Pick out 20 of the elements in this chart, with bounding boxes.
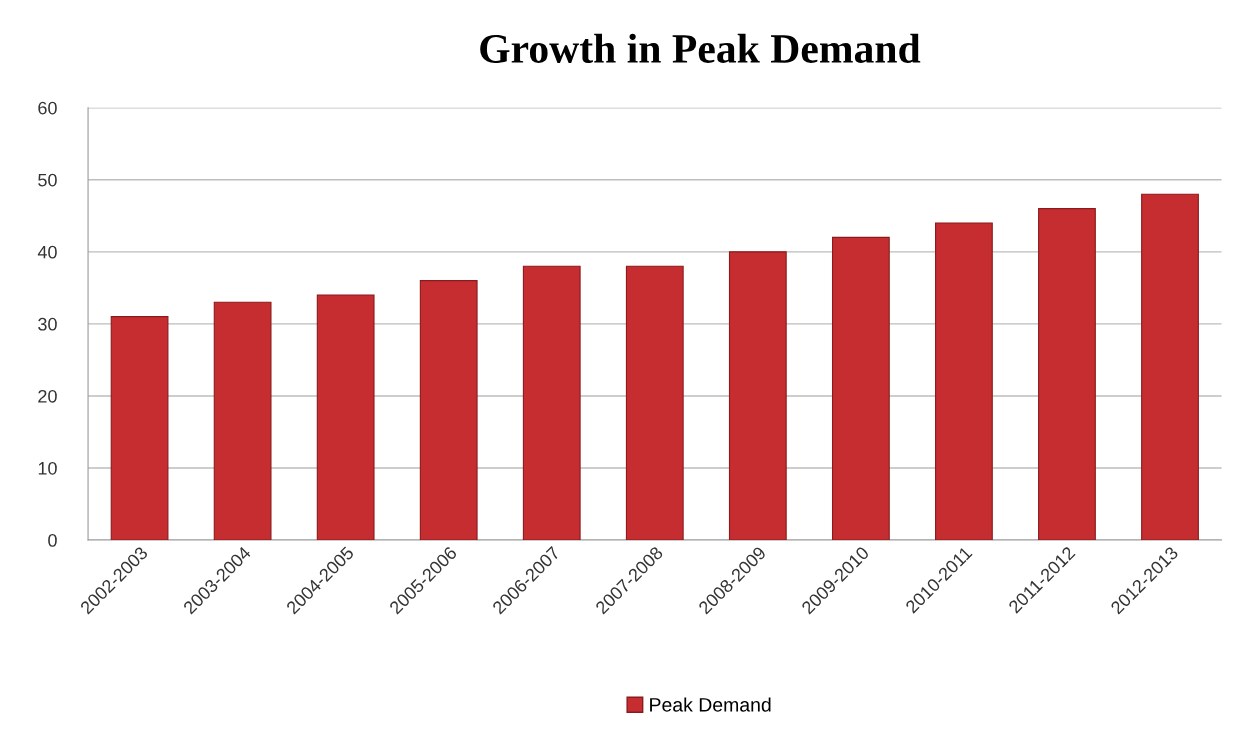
bar <box>419 280 478 541</box>
y-tick-label: 30 <box>38 317 57 331</box>
bar <box>728 251 787 541</box>
chart-title: Growth in Peak Demand <box>480 33 921 63</box>
y-tick-label: 50 <box>38 173 57 187</box>
bar <box>935 222 993 541</box>
bar <box>110 316 169 541</box>
bar <box>316 294 375 541</box>
bar <box>625 265 684 541</box>
y-tick-label: 40 <box>37 245 57 259</box>
bar <box>831 236 890 541</box>
y-tick-label: 60 <box>38 101 57 115</box>
bar <box>522 265 581 541</box>
y-tick-label: 10 <box>38 461 57 475</box>
y-tick-label: 0 <box>48 533 57 547</box>
legend-label: Peak Demand <box>650 697 771 712</box>
bar <box>1038 208 1096 541</box>
y-tick-label: 20 <box>38 389 57 403</box>
bar <box>1141 193 1199 541</box>
bar <box>213 301 272 541</box>
